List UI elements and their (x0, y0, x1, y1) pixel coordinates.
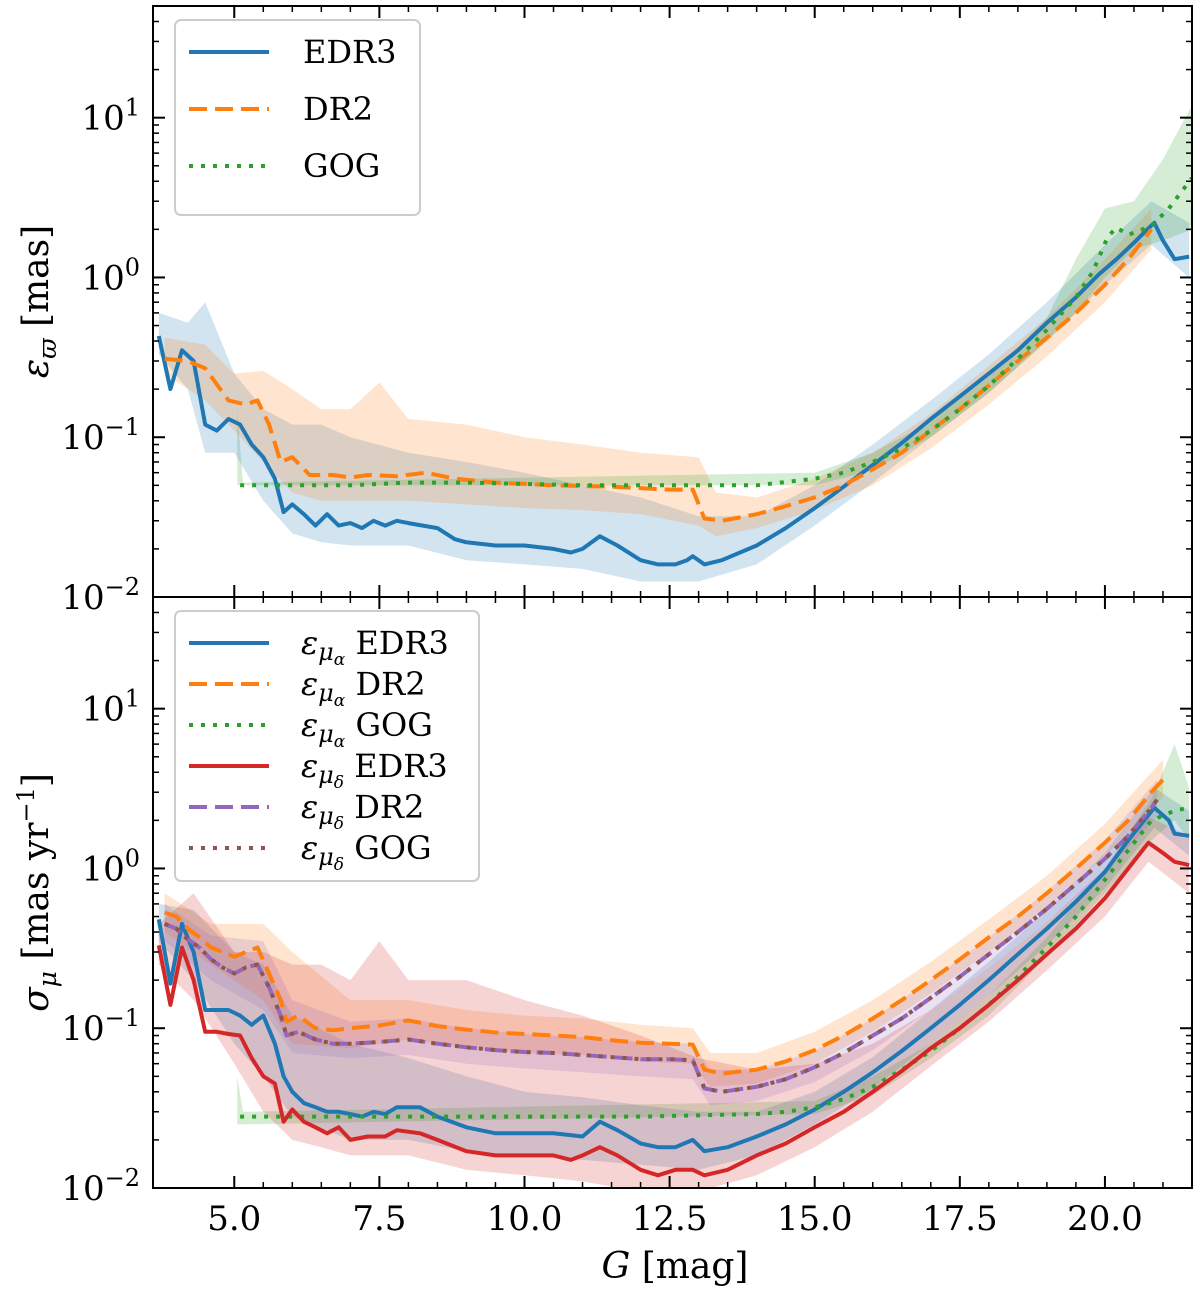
x-tick-label: 17.5 (922, 1199, 998, 1239)
y-axis-label-parallax: εϖ [mas] (16, 225, 62, 378)
parallax-plot-area (156, 105, 1192, 582)
y-tick-label: 10−1 (61, 1004, 140, 1049)
y-tick-label: 10−2 (61, 1164, 140, 1209)
y-tick-label: 10−1 (61, 413, 140, 458)
line-pma-DR2 (163, 778, 1165, 1076)
y-tick-label: 10−2 (61, 573, 140, 618)
x-tick-label: 12.5 (632, 1199, 708, 1239)
legend-label: EDR3 (303, 33, 396, 71)
band-pma-DR2 (164, 759, 1164, 1087)
y-tick-label: 100 (81, 844, 140, 889)
legend-label: εμδ GOG (301, 829, 432, 875)
legend-label: GOG (303, 147, 380, 185)
legend-label: εμα DR2 (301, 665, 426, 711)
band-pmd-EDR3 (158, 817, 1190, 1188)
x-axis-label-main: G (602, 1246, 631, 1287)
line-EDR3 (156, 220, 1190, 567)
panel-parallax: 10−2 10−1 100 101 εϖ [mas] EDR3 DR2 GOG (16, 5, 1193, 618)
band-pma-EDR3 (158, 787, 1190, 1170)
panel-proper-motion: 5.0 7.5 10.0 12.5 15.0 17.5 20.0 10−2 10−1 100 101… (12, 596, 1193, 1239)
band-DR2 (164, 208, 1152, 537)
x-tick-label: 15.0 (777, 1199, 853, 1239)
x-tick-label: 7.5 (352, 1199, 406, 1239)
legend-parallax (174, 19, 421, 216)
x-axis-label-unit: [mag] (630, 1246, 748, 1287)
legend-label: εμδ DR2 (301, 788, 424, 834)
y-tick-label: 101 (81, 94, 140, 139)
x-tick-label: 5.0 (207, 1199, 261, 1239)
y-axis-label-proper-motion: σμ [mas yr−1] (12, 773, 62, 1012)
band-pmd-DR2 (164, 779, 1158, 1106)
legend-label: εμδ EDR3 (301, 747, 448, 793)
proper-motion-plot-area (156, 744, 1190, 1188)
y-tick-label: 101 (81, 685, 140, 730)
x-axis-label: G [mag] (602, 1246, 749, 1287)
band-EDR3 (158, 201, 1190, 582)
line-pma-EDR3 (156, 805, 1190, 1154)
line-pmd-DR2 (163, 798, 1159, 1094)
band-pma-GOG (237, 744, 1190, 1125)
y-tick-label: 100 (81, 253, 140, 298)
x-tick-label: 20.0 (1067, 1199, 1143, 1239)
legend-proper-motion (174, 610, 480, 882)
legend-label: DR2 (303, 90, 373, 128)
x-tick-label: 10.0 (487, 1199, 563, 1239)
legend-label: εμα EDR3 (301, 624, 449, 670)
line-pmd-EDR3 (156, 840, 1190, 1178)
legend-label: εμα GOG (301, 706, 433, 752)
